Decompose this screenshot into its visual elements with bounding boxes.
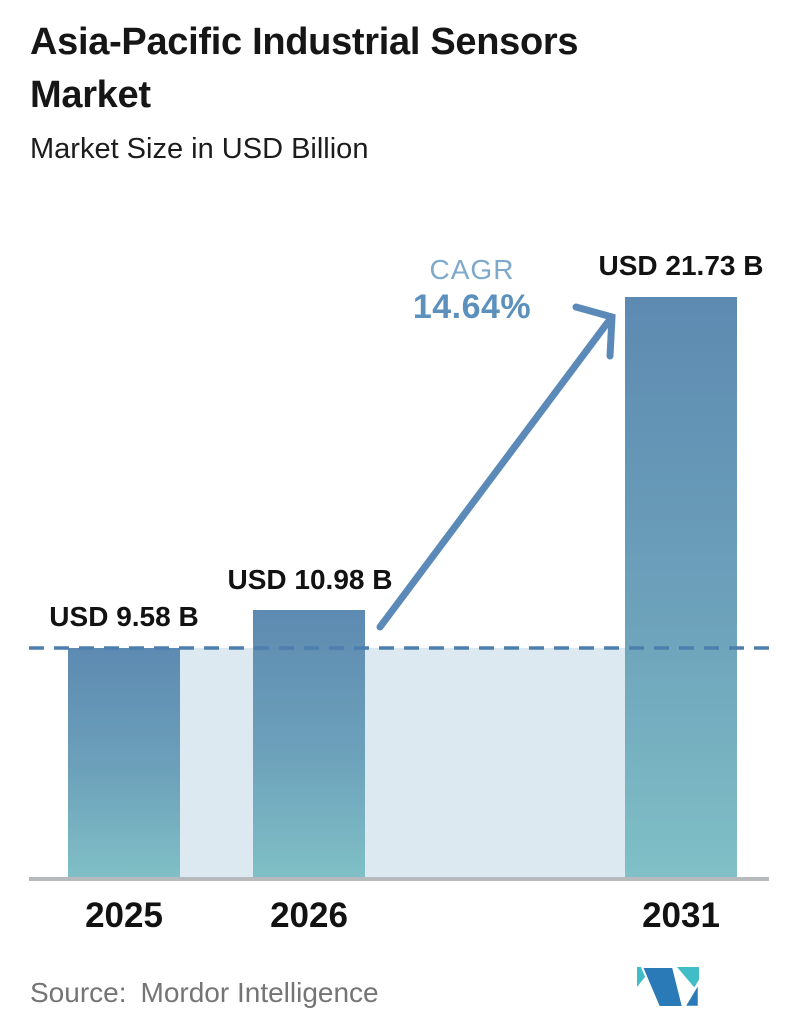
x-tick-2031: 2031 — [642, 896, 720, 935]
value-label-2026: USD 10.98 B — [227, 564, 393, 595]
cagr-annotation: CAGR 14.64% — [413, 254, 531, 327]
source-label: Source: — [30, 977, 127, 1008]
value-label-2031: USD 21.73 B — [598, 250, 764, 281]
x-axis-line — [29, 877, 769, 881]
cagr-value: 14.64% — [412, 288, 532, 326]
source-attribution: Source: Mordor Intelligence — [30, 977, 379, 1009]
chart-title: Asia-Pacific Industrial Sensors Market — [30, 21, 579, 117]
bar-2031 — [625, 297, 737, 879]
bar-2025 — [68, 648, 180, 879]
x-tick-2026: 2026 — [270, 896, 348, 935]
source-value: Mordor Intelligence — [140, 977, 379, 1008]
bar-2026 — [253, 610, 365, 879]
mordor-intelligence-logo — [637, 966, 699, 1008]
cagr-label: CAGR — [429, 254, 515, 285]
growth-arrow-icon — [376, 303, 616, 631]
chart-subtitle: Market Size in USD Billion — [30, 133, 369, 165]
value-label-2025: USD 9.58 B — [49, 601, 199, 632]
x-tick-2025: 2025 — [85, 896, 163, 935]
